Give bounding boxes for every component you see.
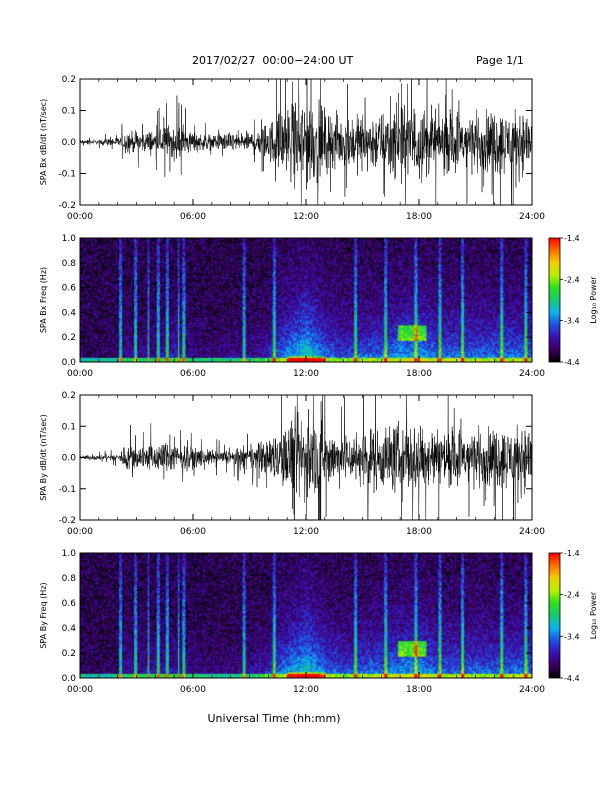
colorbar-label: Log₁₀ Power [589,591,598,639]
y-tick-label: -0.2 [58,201,76,211]
x-tick-label: 00:00 [67,527,93,537]
colorbar-2: -1.4 -2.4 -3.4 -4.4 Log₁₀ Power [548,549,598,683]
x-tick-label: 24:00 [519,527,545,537]
y-axis-3: 0.2 0.1 0.0 -0.1 -0.2 SPA By dB/dt (nT/sec) [39,391,532,526]
x-tick-label: 18:00 [406,212,432,222]
waveform-line [79,394,533,521]
page-number: Page 1/1 [476,54,524,67]
x-tick-label: 00:00 [67,685,93,695]
y-tick-label: -0.2 [58,516,76,526]
colorbar-tick-label: -4.4 [564,358,580,367]
spectrogram-4 [80,553,532,678]
x-tick-label: 24:00 [519,369,545,379]
x-tick-label: 06:00 [180,212,206,222]
spectrogram-canvas [80,238,532,362]
colorbar-gradient [548,237,561,363]
y-axis-1: 0.2 0.1 0.0 -0.1 -0.2 SPA Bx dB/dt (nT/sec) [39,75,532,211]
series-trace-3 [79,394,533,521]
x-tick-label: 18:00 [406,685,432,695]
x-tick-label: 06:00 [180,527,206,537]
y-tick-label: -0.1 [58,170,76,180]
y-tick-label: 0.2 [62,391,76,401]
waveform-line [79,78,533,206]
y-tick-label: 0.2 [62,333,76,343]
x-tick-label: 06:00 [180,685,206,695]
x-tick-label: 12:00 [293,527,319,537]
colorbar-tick-label: -3.4 [564,632,580,641]
x-tick-label: 24:00 [519,212,545,222]
colorbar-tick-label: -1.4 [564,234,580,243]
spectrogram-2 [80,238,532,362]
x-axis-title: Universal Time (hh:mm) [208,712,341,725]
y-tick-label: 0.6 [62,284,77,294]
x-tick-label: 18:00 [406,369,432,379]
y-tick-label: 0.0 [62,138,77,148]
y-tick-label: 1.0 [62,234,77,244]
x-axis-1: 00:00 06:00 12:00 18:00 24:00 [67,79,545,222]
x-tick-label: 00:00 [67,212,93,222]
y-tick-label: 0.4 [62,624,77,634]
colorbar-tick-label: -1.4 [564,549,580,558]
series-trace-1 [79,78,533,206]
y-axis-4: 1.0 0.8 0.6 0.4 0.2 0.0 SPA By Freq (Hz) [39,549,532,684]
y-tick-label: 0.8 [62,574,77,584]
y-axis-label: SPA By dB/dt (nT/sec) [39,414,48,501]
y-tick-label: 0.0 [62,454,77,464]
x-tick-label: 06:00 [180,369,206,379]
y-tick-label: 0.1 [62,107,76,117]
x-tick-label: 12:00 [293,212,319,222]
colorbar-1: -1.4 -2.4 -3.4 -4.4 Log₁₀ Power [548,234,598,367]
y-tick-label: 0.8 [62,259,77,269]
x-tick-label: 12:00 [293,685,319,695]
colorbar-tick-label: -2.4 [564,591,580,600]
y-axis-label: SPA By Freq (Hz) [39,582,48,648]
colorbar-tick-label: -2.4 [564,275,580,284]
y-axis-label: SPA Bx Freq (Hz) [39,267,48,333]
y-axis-label: SPA Bx dB/dt (nT/sec) [39,99,48,186]
x-tick-label: 12:00 [293,369,319,379]
y-tick-label: 0.0 [62,674,77,684]
y-tick-label: 1.0 [62,549,77,559]
y-tick-label: -0.1 [58,485,76,495]
x-axis-4: 00:00 06:00 12:00 18:00 24:00 [67,553,545,695]
y-tick-label: 0.2 [62,649,76,659]
y-tick-label: 0.1 [62,422,76,432]
colorbar-tick-label: -3.4 [564,317,580,326]
y-tick-label: 0.0 [62,358,77,368]
colorbar-gradient [548,552,561,679]
figure-title: 2017/02/27 00:00−24:00 UT [192,54,354,67]
colorbar-label: Log₁₀ Power [589,276,598,324]
spectrogram-canvas [80,553,532,678]
y-tick-label: 0.6 [62,599,77,609]
y-axis-2: 1.0 0.8 0.6 0.4 0.2 0.0 SPA Bx Freq (Hz) [39,234,532,368]
colorbar-tick-label: -4.4 [564,674,580,683]
y-tick-label: 0.4 [62,308,77,318]
x-tick-label: 18:00 [406,527,432,537]
x-tick-label: 00:00 [67,369,93,379]
x-tick-label: 24:00 [519,685,545,695]
y-tick-label: 0.2 [62,75,76,85]
